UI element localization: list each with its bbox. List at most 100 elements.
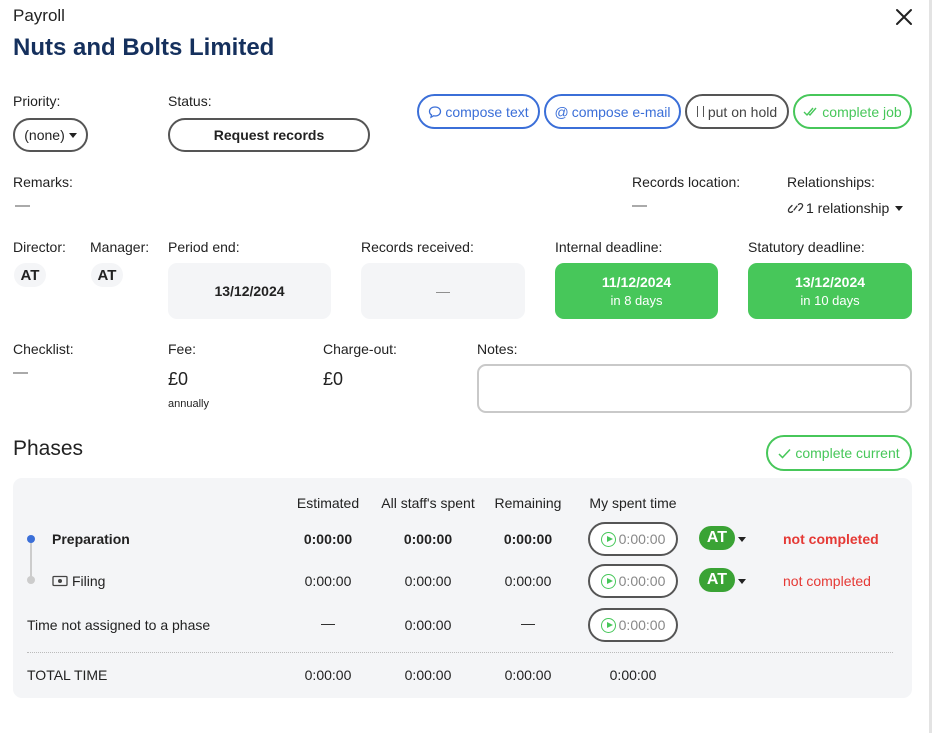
internal-deadline-box[interactable]: 11/12/2024 in 8 days [555, 263, 718, 319]
phase-row-name[interactable]: Preparation [52, 531, 130, 547]
phase-remaining: 0:00:00 [504, 573, 552, 589]
phase-my-time: 0:00:00 [618, 573, 666, 589]
job-category: Payroll [13, 6, 65, 25]
unassigned-all-staff: 0:00:00 [404, 617, 452, 633]
play-icon [600, 617, 616, 633]
chevron-down-icon [68, 132, 77, 138]
phases-title: Phases [13, 437, 84, 460]
at-sign-icon: @ [554, 103, 569, 120]
manager-avatar[interactable]: AT [91, 263, 123, 287]
page-title: Nuts and Bolts Limited [13, 34, 275, 61]
records-received-value: — [436, 283, 450, 299]
fee-amount[interactable]: £0 [168, 369, 189, 389]
phase-row-filing[interactable]: Filing [52, 573, 105, 589]
complete-current-button[interactable]: complete current [766, 435, 912, 471]
current-phase-dot [27, 535, 35, 543]
scrollbar[interactable] [929, 0, 932, 733]
unassigned-row-name: Time not assigned to a phase [27, 617, 211, 633]
statutory-deadline-relative: in 10 days [800, 293, 860, 308]
notes-label: Notes: [477, 341, 518, 357]
phase-row-name: Filing [72, 573, 106, 589]
complete-current-label: complete current [795, 445, 900, 461]
fee-label: Fee: [168, 341, 197, 357]
compose-text-button[interactable]: compose text [417, 94, 540, 129]
banknote-icon [52, 575, 68, 587]
manager-label: Manager: [90, 239, 150, 255]
phase-my-time: 0:00:00 [618, 531, 666, 547]
checklist-label: Checklist: [13, 341, 74, 357]
status-label: Status: [168, 93, 212, 109]
period-end-box[interactable]: 13/12/2024 [168, 263, 331, 319]
checklist-value[interactable]: — [13, 364, 28, 381]
col-all-staff-spent: All staff's spent [381, 495, 475, 511]
fee-frequency: annually [168, 398, 209, 410]
statutory-deadline-box[interactable]: 13/12/2024 in 10 days [748, 263, 912, 319]
priority-value: (none) [24, 127, 65, 143]
director-label: Director: [13, 239, 66, 255]
phase-assignee-badge[interactable]: AT [699, 568, 735, 592]
statutory-deadline-date: 13/12/2024 [794, 274, 866, 290]
unassigned-timer-button[interactable]: 0:00:00 [588, 608, 678, 642]
put-on-hold-button[interactable]: put on hold [685, 94, 789, 129]
phases-table [13, 478, 912, 698]
total-my-time: 0:00:00 [609, 667, 657, 683]
close-button[interactable] [893, 6, 915, 28]
link-icon [787, 202, 804, 214]
priority-label: Priority: [13, 93, 61, 109]
phase-all-staff: 0:00:00 [404, 573, 452, 589]
compose-email-button[interactable]: @ compose e-mail [544, 94, 681, 129]
phase-timer-button[interactable]: 0:00:00 [588, 522, 678, 556]
period-end-date: 13/12/2024 [214, 283, 285, 299]
phase-status[interactable]: not completed [783, 573, 871, 589]
complete-job-button[interactable]: complete job [793, 94, 912, 129]
check-icon [778, 448, 791, 459]
phase-dot [27, 576, 35, 584]
total-all-staff: 0:00:00 [404, 667, 452, 683]
put-on-hold-label: put on hold [707, 103, 778, 120]
total-remaining: 0:00:00 [504, 667, 552, 683]
unassigned-estimated: — [321, 615, 335, 631]
play-icon [600, 531, 616, 547]
relationships-label: Relationships: [787, 174, 875, 190]
double-check-icon [803, 107, 817, 116]
remarks-label: Remarks: [13, 174, 73, 190]
close-icon [896, 9, 912, 25]
total-row-name: TOTAL TIME [27, 667, 108, 683]
unassigned-my-time: 0:00:00 [618, 617, 666, 633]
status-button[interactable]: Request records [168, 118, 370, 152]
records-received-label: Records received: [361, 239, 474, 255]
records-location-label: Records location: [632, 174, 741, 190]
remarks-value[interactable]: — [15, 197, 30, 214]
play-icon [600, 573, 616, 589]
records-received-box[interactable]: — [361, 263, 525, 319]
internal-deadline-label: Internal deadline: [555, 239, 663, 255]
complete-job-label: complete job [822, 103, 902, 120]
unassigned-remaining: — [521, 615, 535, 631]
col-estimated: Estimated [296, 495, 360, 511]
records-location-value[interactable]: — [632, 197, 647, 214]
compose-text-label: compose text [445, 103, 529, 120]
phase-estimated: 0:00:00 [303, 531, 353, 547]
notes-field[interactable] [477, 364, 912, 413]
phase-timer-button[interactable]: 0:00:00 [588, 564, 678, 598]
phase-estimated: 0:00:00 [304, 573, 352, 589]
col-my-spent-time: My spent time [589, 495, 677, 511]
total-divider [27, 652, 893, 653]
phase-assignee-badge[interactable]: AT [699, 526, 735, 550]
period-end-label: Period end: [168, 239, 240, 255]
charge-out-label: Charge-out: [323, 341, 397, 357]
priority-dropdown[interactable]: (none) [13, 118, 88, 152]
chevron-down-icon [895, 205, 904, 211]
charge-out-amount[interactable]: £0 [323, 369, 344, 389]
statutory-deadline-label: Statutory deadline: [748, 239, 865, 255]
chevron-down-icon[interactable] [738, 537, 746, 542]
total-estimated: 0:00:00 [304, 667, 352, 683]
phase-status[interactable]: not completed [783, 531, 879, 547]
director-avatar[interactable]: AT [14, 263, 46, 287]
relationships-value: 1 relationship [806, 200, 890, 216]
pause-icon [696, 106, 704, 117]
phase-all-staff: 0:00:00 [403, 531, 453, 547]
internal-deadline-relative: in 8 days [610, 293, 663, 308]
relationships-dropdown[interactable]: 1 relationship [787, 200, 904, 216]
chevron-down-icon[interactable] [738, 579, 746, 584]
